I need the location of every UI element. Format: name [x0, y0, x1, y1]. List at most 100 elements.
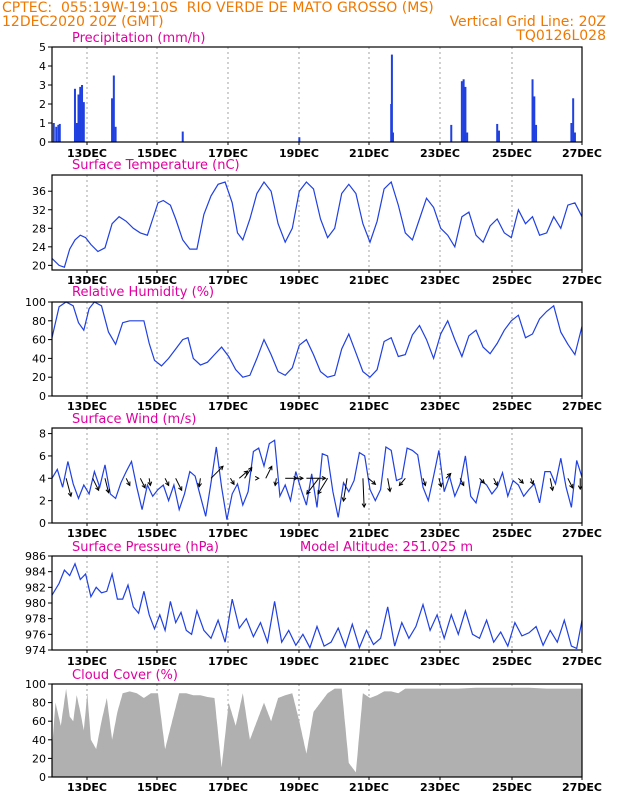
precip-bar — [390, 54, 393, 142]
x-tick-label: 27DEC — [562, 147, 602, 160]
precip-bar — [181, 131, 184, 142]
x-tick-label: 13DEC — [67, 274, 107, 287]
wind-arrow — [362, 478, 365, 508]
x-tick-label: 23DEC — [420, 147, 460, 160]
x-tick-label: 15DEC — [137, 527, 177, 540]
wind-arrow — [530, 478, 534, 485]
wind-arrow — [139, 478, 146, 489]
precip-frame — [51, 46, 583, 143]
wind-arrow-head — [371, 480, 377, 485]
x-tick-label: 25DEC — [492, 147, 532, 160]
wind-arrow — [65, 478, 72, 497]
wind-arrow-head — [178, 486, 183, 492]
y-tick-label: 4 — [39, 472, 46, 485]
wind-arrow-head — [254, 475, 260, 481]
y-tick-label: 974 — [25, 644, 46, 657]
x-tick-label: 27DEC — [562, 781, 602, 794]
wind-arrow-head — [446, 472, 452, 478]
press-title: Surface Pressure (hPa) — [72, 540, 219, 555]
y-tick-label: 2 — [39, 495, 46, 508]
wind-line — [51, 439, 583, 520]
temp-frame — [51, 174, 583, 271]
wind-arrow — [459, 478, 465, 486]
x-tick-label: 15DEC — [137, 274, 177, 287]
x-tick-label: 19DEC — [279, 274, 319, 287]
vertical-grid-note: Vertical Grid Line: 20Z — [449, 14, 606, 30]
precip-bar — [450, 124, 453, 142]
y-tick-label: 2 — [39, 98, 46, 111]
wind-frame — [51, 427, 583, 524]
y-tick-label: 6 — [39, 450, 46, 463]
wind-arrow-head — [273, 481, 279, 487]
y-tick-label: 20 — [32, 752, 46, 765]
y-tick-label: 40 — [32, 734, 46, 747]
x-tick-label: 27DEC — [562, 274, 602, 287]
wind-arrow-head — [126, 481, 131, 487]
precip-bar — [391, 132, 394, 142]
precip-bar — [112, 75, 115, 142]
precip-bar — [73, 88, 76, 142]
precip-bar — [111, 98, 114, 142]
precip-bar — [52, 123, 55, 142]
wind-arrow-head — [230, 480, 235, 486]
precip-bar — [531, 79, 534, 142]
wind-arrow — [198, 478, 201, 487]
press-line — [51, 562, 583, 650]
x-tick-label: 21DEC — [349, 781, 389, 794]
y-tick-label: 32 — [32, 204, 46, 217]
wind-arrow — [387, 478, 391, 492]
x-tick-label: 21DEC — [349, 400, 389, 413]
cloud-frame — [51, 683, 583, 778]
x-tick-label: 15DEC — [137, 400, 177, 413]
precip-bar — [82, 102, 85, 142]
y-tick-label: 8 — [39, 428, 46, 441]
wind-arrow — [274, 478, 277, 486]
y-tick-label: 976 — [25, 628, 46, 641]
x-tick-label: 23DEC — [420, 274, 460, 287]
precip-bar — [79, 86, 82, 142]
precip-bar — [464, 86, 467, 142]
x-tick-label: 21DEC — [349, 147, 389, 160]
y-tick-label: 20 — [32, 259, 46, 272]
cloud-panel: 0 20 40 60 80 100 13DEC 15DEC 17DEC 19DEC 21DEC 23D… — [25, 668, 602, 794]
wind-arrow — [238, 470, 248, 479]
wind-arrow — [164, 478, 170, 486]
x-tick-label: 17DEC — [208, 147, 248, 160]
y-tick-label: 984 — [25, 566, 46, 579]
wind-arrow-head — [529, 480, 535, 486]
x-tick-label: 25DEC — [492, 655, 532, 668]
x-tick-label: 13DEC — [67, 400, 107, 413]
y-tick-label: 0 — [39, 771, 46, 784]
wind-arrow — [175, 478, 183, 491]
x-tick-label: 17DEC — [208, 527, 248, 540]
y-tick-label: 40 — [32, 352, 46, 365]
wind-arrow-head — [197, 482, 202, 488]
y-tick-label: 60 — [32, 715, 46, 728]
wind-arrow-head — [105, 488, 111, 494]
x-tick-label: 21DEC — [349, 527, 389, 540]
wind-arrow-head — [306, 489, 311, 495]
wind-arrow — [265, 466, 273, 479]
y-tick-label: 0 — [39, 390, 46, 403]
x-tick-label: 15DEC — [137, 781, 177, 794]
wind-arrow — [445, 473, 452, 479]
wind-arrow — [422, 478, 426, 486]
y-tick-label: 0 — [39, 517, 46, 530]
y-tick-label: 3 — [39, 79, 46, 92]
wind-arrow — [367, 477, 376, 485]
x-tick-label: 13DEC — [67, 781, 107, 794]
x-tick-label: 17DEC — [208, 274, 248, 287]
y-tick-label: 20 — [32, 371, 46, 384]
wind-arrow — [342, 478, 348, 502]
y-tick-label: 80 — [32, 697, 46, 710]
y-tick-label: 28 — [32, 222, 46, 235]
x-tick-label: 25DEC — [492, 781, 532, 794]
wind-arrow-head — [519, 479, 524, 484]
x-tick-label: 23DEC — [420, 781, 460, 794]
precip-bar — [58, 123, 61, 142]
x-tick-label: 17DEC — [208, 400, 248, 413]
y-tick-label: 978 — [25, 613, 46, 626]
x-tick-label: 13DEC — [67, 527, 107, 540]
precip-bar — [298, 137, 301, 142]
